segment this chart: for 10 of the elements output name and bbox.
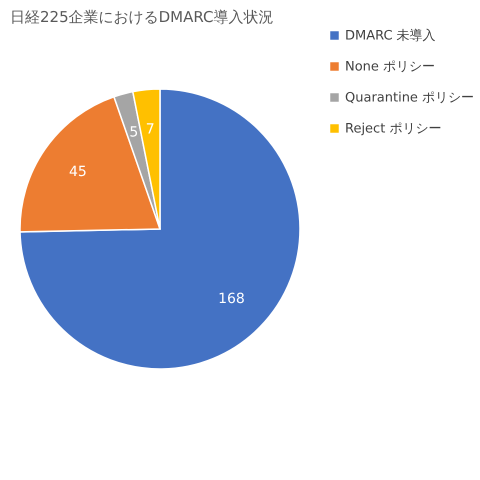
data-label: 168 — [218, 290, 245, 307]
legend-label: DMARC 未導入 — [345, 28, 436, 44]
data-label: 45 — [68, 164, 87, 180]
data-label: 7 — [146, 121, 155, 138]
pie-slice — [19, 88, 301, 370]
legend-label: None ポリシー — [345, 60, 436, 74]
data-label: 5 — [129, 124, 138, 140]
chart-title: 日経225企業におけるDMARC導入状況 — [10, 8, 274, 26]
legend-label: Quarantine ポリシー — [345, 90, 474, 106]
legend-label: Reject ポリシー — [345, 122, 442, 136]
